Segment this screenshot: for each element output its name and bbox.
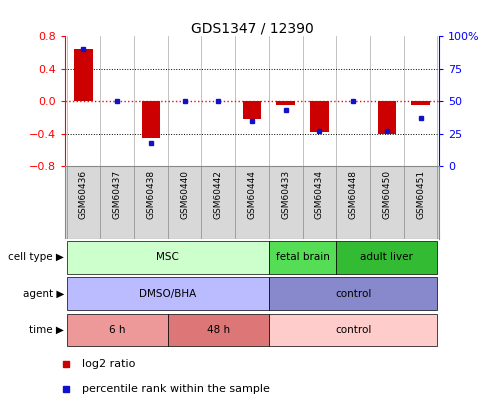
Text: GSM60434: GSM60434 bbox=[315, 170, 324, 219]
Bar bbox=[310, 101, 329, 132]
Text: log2 ratio: log2 ratio bbox=[82, 359, 135, 369]
Text: MSC: MSC bbox=[156, 252, 179, 262]
Text: GSM60451: GSM60451 bbox=[416, 170, 425, 219]
Bar bbox=[269, 277, 438, 310]
Text: GSM60437: GSM60437 bbox=[113, 170, 122, 219]
Bar bbox=[142, 101, 160, 138]
Text: DMSO/BHA: DMSO/BHA bbox=[139, 289, 196, 298]
Text: time ▶: time ▶ bbox=[29, 325, 64, 335]
Bar bbox=[276, 101, 295, 105]
Text: GSM60436: GSM60436 bbox=[79, 170, 88, 219]
Text: adult liver: adult liver bbox=[360, 252, 413, 262]
Text: GSM60442: GSM60442 bbox=[214, 170, 223, 219]
Text: GSM60433: GSM60433 bbox=[281, 170, 290, 219]
Bar bbox=[66, 277, 269, 310]
Bar bbox=[74, 49, 93, 101]
Bar bbox=[378, 101, 396, 134]
Bar bbox=[243, 101, 261, 119]
Bar bbox=[66, 241, 269, 274]
Bar bbox=[66, 313, 168, 347]
Text: control: control bbox=[335, 325, 371, 335]
Text: 6 h: 6 h bbox=[109, 325, 125, 335]
Text: cell type ▶: cell type ▶ bbox=[8, 252, 64, 262]
Title: GDS1347 / 12390: GDS1347 / 12390 bbox=[191, 21, 313, 35]
Text: 48 h: 48 h bbox=[207, 325, 230, 335]
Text: GSM60444: GSM60444 bbox=[248, 170, 256, 219]
Text: GSM60440: GSM60440 bbox=[180, 170, 189, 219]
Bar bbox=[336, 241, 438, 274]
Text: agent ▶: agent ▶ bbox=[23, 289, 64, 298]
Bar bbox=[269, 241, 336, 274]
Text: GSM60448: GSM60448 bbox=[349, 170, 358, 219]
Text: control: control bbox=[335, 289, 371, 298]
Text: GSM60450: GSM60450 bbox=[382, 170, 391, 219]
Bar bbox=[411, 101, 430, 105]
Text: percentile rank within the sample: percentile rank within the sample bbox=[82, 384, 269, 394]
Text: fetal brain: fetal brain bbox=[275, 252, 329, 262]
Text: GSM60438: GSM60438 bbox=[146, 170, 155, 219]
Bar bbox=[269, 313, 438, 347]
Bar bbox=[168, 313, 269, 347]
